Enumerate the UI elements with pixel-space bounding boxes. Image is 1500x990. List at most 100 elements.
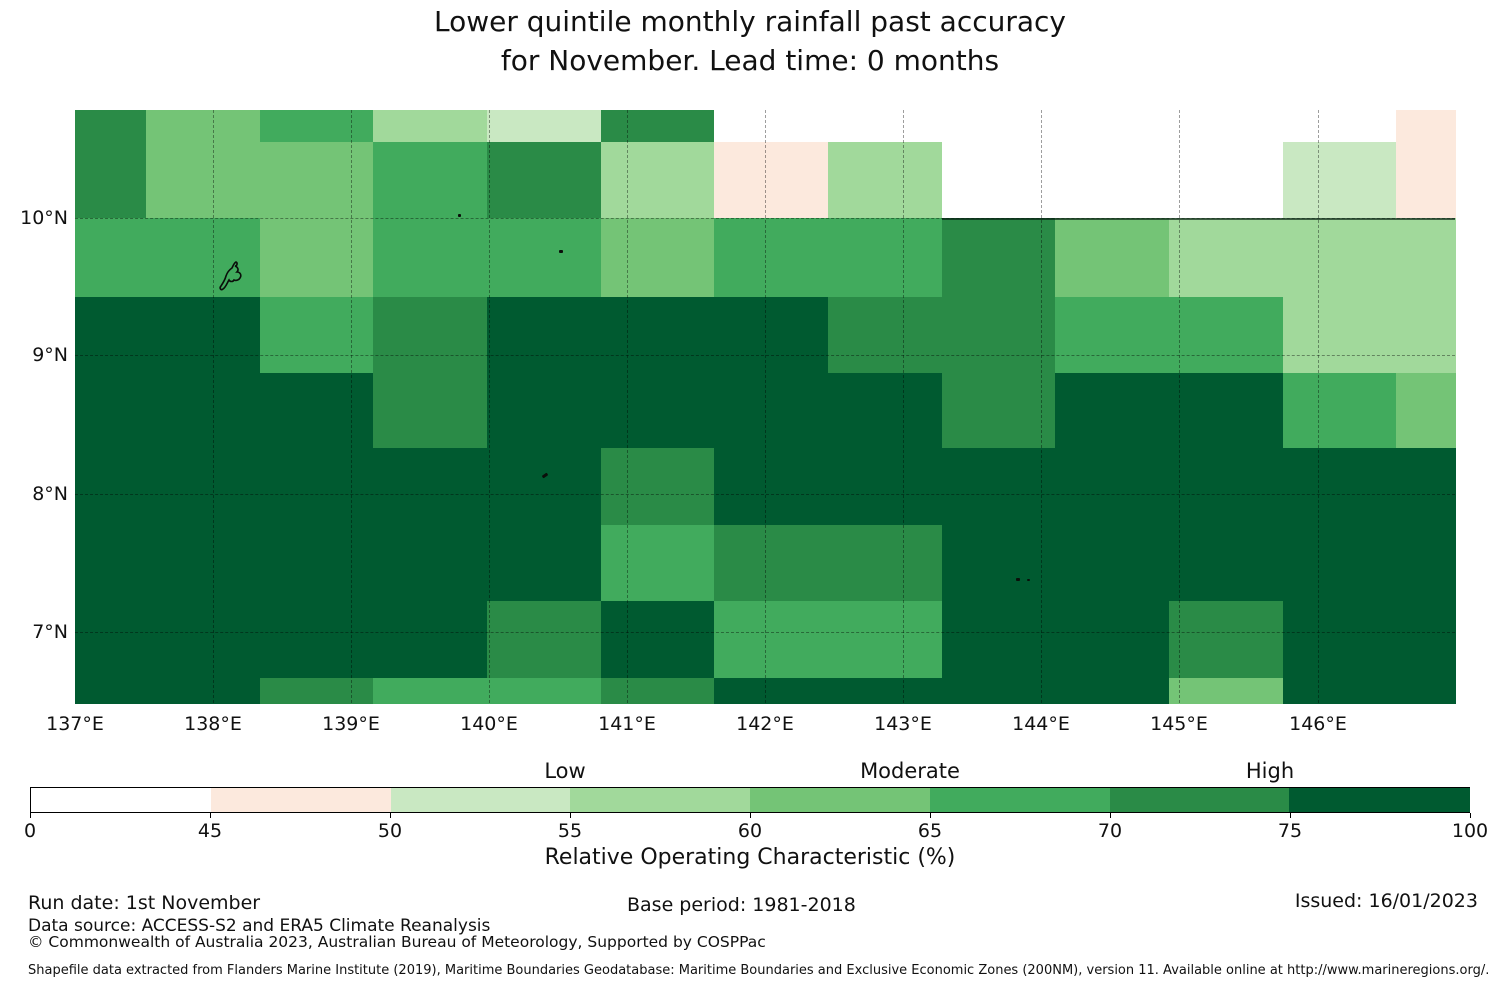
heatmap-cell: [714, 373, 829, 449]
graticule-line-vertical: [489, 110, 490, 703]
y-axis-tick-label: 10°N: [20, 207, 68, 229]
heatmap-cell: [1055, 601, 1170, 679]
graticule-line-vertical: [1041, 110, 1042, 703]
heatmap-cell: [260, 601, 374, 679]
colorbar-tick-label: 75: [1277, 820, 1303, 842]
heatmap-cell: [373, 448, 488, 526]
heatmap-cell: [260, 218, 374, 298]
x-axis-tick-label: 137°E: [46, 713, 104, 735]
heatmap-cell: [1283, 142, 1397, 219]
heatmap-cell: [146, 678, 261, 704]
heatmap-cell: [146, 448, 261, 526]
graticule-line-vertical: [765, 110, 766, 703]
heatmap-cell: [260, 448, 374, 526]
heatmap-cell: [1055, 448, 1170, 526]
heatmap-cell: [1169, 448, 1284, 526]
heatmap-cell: [487, 678, 602, 704]
heatmap-cell: [1283, 678, 1397, 704]
heatmap-cell: [260, 678, 374, 704]
heatmap-cell: [828, 678, 943, 704]
heatmap-cell: [601, 601, 715, 679]
graticule-line-horizontal: [75, 355, 1455, 356]
y-axis-tick-label: 9°N: [32, 344, 68, 366]
heatmap-cell: [1169, 110, 1284, 143]
colorbar-tick-label: 65: [917, 820, 943, 842]
heatmap-cell: [601, 142, 715, 219]
heatmap-cell: [146, 218, 261, 298]
heatmap-cell: [487, 142, 602, 219]
run-date-text: Run date: 1st November: [28, 892, 261, 914]
x-axis-tick-label: 143°E: [874, 713, 932, 735]
heatmap-cell: [714, 525, 829, 602]
graticule-line-horizontal: [75, 632, 1455, 633]
heatmap-cell: [1396, 110, 1456, 143]
colorbar-segment: [1109, 788, 1290, 812]
heatmap-cell: [1396, 373, 1456, 449]
heatmap-cell: [601, 448, 715, 526]
heatmap-cell: [828, 525, 943, 602]
heatmap-cell: [1396, 525, 1456, 602]
heatmap-cell: [146, 297, 261, 374]
heatmap-cell: [1055, 678, 1170, 704]
heatmap-cell: [373, 110, 488, 143]
x-axis-tick-label: 144°E: [1012, 713, 1070, 735]
x-axis-tick-label: 145°E: [1150, 713, 1208, 735]
heatmap-cell: [828, 373, 943, 449]
heatmap-cell: [1283, 110, 1397, 143]
heatmap-cell: [1169, 601, 1284, 679]
heatmap-cell: [373, 218, 488, 298]
heatmap-cell: [828, 142, 943, 219]
graticule-line-horizontal: [75, 218, 1455, 219]
y-axis-tick-label: 7°N: [32, 621, 68, 643]
heatmap-cell: [828, 448, 943, 526]
heatmap-cell: [260, 525, 374, 602]
x-axis-tick-label: 142°E: [736, 713, 794, 735]
heatmap-cell: [1283, 218, 1397, 298]
colorbar-segment: [31, 788, 212, 812]
heatmap-cell: [601, 297, 715, 374]
colorbar-tick-mark: [210, 813, 211, 818]
heatmap-cell: [75, 373, 147, 449]
heatmap-cell: [1283, 601, 1397, 679]
heatmap-cell: [260, 142, 374, 219]
colorbar-tick-label: 100: [1451, 820, 1489, 842]
heatmap-cell: [487, 601, 602, 679]
heatmap-cell: [1169, 142, 1284, 219]
heatmap-cell: [1283, 525, 1397, 602]
heatmap-map: [75, 110, 1456, 704]
heatmap-cell: [75, 448, 147, 526]
heatmap-cell: [75, 297, 147, 374]
x-axis-tick-label: 139°E: [322, 713, 380, 735]
heatmap-cell: [942, 678, 1056, 704]
heatmap-cell: [601, 373, 715, 449]
colorbar-category-low: Low: [544, 759, 586, 783]
copyright-text: © Commonwealth of Australia 2023, Austra…: [28, 933, 766, 951]
colorbar-tick-label: 60: [737, 820, 763, 842]
heatmap-cell: [714, 142, 829, 219]
heatmap-cell: [1169, 373, 1284, 449]
heatmap-cell: [487, 110, 602, 143]
graticule-line-vertical: [351, 110, 352, 703]
heatmap-cell: [260, 297, 374, 374]
heatmap-cell: [260, 373, 374, 449]
graticule-line-vertical: [1179, 110, 1180, 703]
heatmap-cell: [1396, 678, 1456, 704]
heatmap-cell: [1169, 525, 1284, 602]
heatmap-cell: [1396, 218, 1456, 298]
heatmap-cell: [828, 218, 943, 298]
heatmap-cell: [373, 373, 488, 449]
heatmap-cell: [75, 601, 147, 679]
colorbar-segment: [390, 788, 571, 812]
heatmap-cell: [828, 297, 943, 374]
heatmap-cell: [146, 142, 261, 219]
colorbar-category-moderate: Moderate: [860, 759, 960, 783]
heatmap-cell: [75, 110, 147, 143]
heatmap-cell: [601, 218, 715, 298]
colorbar-tick-mark: [750, 813, 751, 818]
heatmap-cell: [601, 110, 715, 143]
colorbar-tick-mark: [30, 813, 31, 818]
heatmap-cell: [1055, 297, 1170, 374]
heatmap-cell: [373, 525, 488, 602]
heatmap-cell: [942, 601, 1056, 679]
issued-date-text: Issued: 16/01/2023: [1294, 890, 1478, 912]
